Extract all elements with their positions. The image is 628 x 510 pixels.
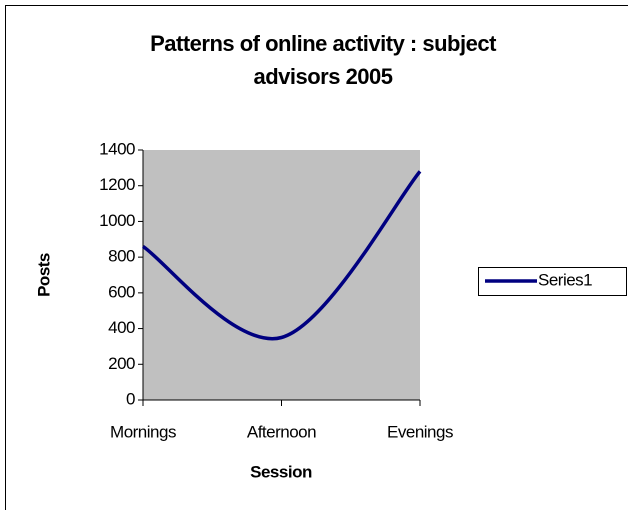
y-axis-title: Posts <box>34 253 53 297</box>
y-tick-label: 0 <box>126 389 135 408</box>
y-tick-label: 200 <box>108 354 135 373</box>
plot-area <box>143 150 420 400</box>
legend-label: Series1 <box>538 270 592 289</box>
y-tick-label: 800 <box>108 247 135 266</box>
y-tick-label: 600 <box>108 282 135 301</box>
x-tick-label: Mornings <box>110 422 176 441</box>
chart-title: Patterns of online activity : subject adv… <box>150 31 497 89</box>
x-axis-title: Session <box>250 462 312 481</box>
x-tick-label: Evenings <box>387 422 453 441</box>
y-tick-label: 1000 <box>99 211 135 230</box>
x-tick-label: Afternoon <box>247 422 316 441</box>
y-tick-label: 1400 <box>99 139 135 158</box>
y-tick-label: 1200 <box>99 175 135 194</box>
series-line <box>142 170 422 341</box>
y-tick-label: 400 <box>108 318 135 337</box>
